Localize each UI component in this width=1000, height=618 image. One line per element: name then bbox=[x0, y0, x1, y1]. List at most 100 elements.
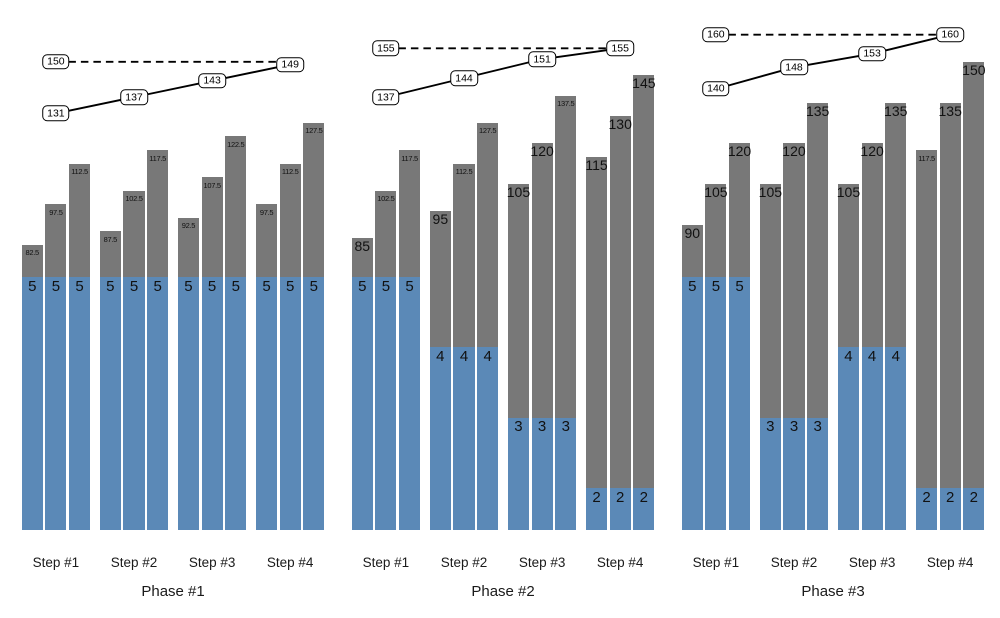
gray-bar-value-label: 112.5 bbox=[71, 167, 88, 177]
blue-bar-segment bbox=[69, 277, 91, 530]
blue-bar-segment bbox=[225, 277, 247, 530]
blue-bar-segment bbox=[807, 417, 829, 530]
blue-bar-segment bbox=[681, 277, 703, 530]
step-axis-label: Step #3 bbox=[188, 555, 236, 570]
gray-bar-value-label: 112.5 bbox=[281, 167, 299, 177]
gray-bar-value-label: 87.5 bbox=[103, 234, 118, 244]
trend-point-label: 144 bbox=[450, 70, 478, 86]
blue-bar-segment bbox=[837, 347, 859, 530]
gray-bar bbox=[939, 102, 961, 530]
trend-point-label: 149 bbox=[276, 56, 304, 73]
trend-line bbox=[385, 47, 621, 99]
blue-bar-segment bbox=[99, 277, 121, 530]
gray-bar-value-label: 105 bbox=[836, 183, 861, 200]
trend-point-label: 160 bbox=[936, 26, 964, 43]
blue-bar-segment bbox=[507, 417, 529, 530]
gray-bar-value-label: 102.5 bbox=[377, 194, 395, 204]
blue-bar-segment bbox=[256, 277, 278, 530]
blue-bar-value-label: 5 bbox=[381, 277, 391, 295]
step-axis-label: Step #4 bbox=[596, 555, 644, 570]
blue-bar-segment bbox=[861, 347, 883, 530]
blue-bar-segment bbox=[351, 277, 373, 530]
gray-bar-value-label: 150 bbox=[962, 61, 986, 78]
trend-point-label: 155 bbox=[606, 40, 634, 57]
blue-bar-segment bbox=[429, 347, 451, 530]
gray-bar-value-label: 135 bbox=[938, 102, 962, 119]
step-axis-label: Step #2 bbox=[110, 555, 158, 570]
gray-bar-value-label: 90 bbox=[684, 224, 701, 241]
phase-axis-label: Phase #2 bbox=[471, 583, 535, 600]
blue-bar-value-label: 4 bbox=[436, 347, 445, 365]
blue-bar-value-label: 5 bbox=[358, 277, 367, 295]
gray-bar-value-label: 105 bbox=[758, 183, 783, 200]
trend-point-label: 140 bbox=[702, 81, 730, 97]
blue-bar-value-label: 3 bbox=[813, 418, 822, 436]
blue-bar-segment bbox=[783, 417, 805, 530]
blue-bar-value-label: 5 bbox=[106, 277, 115, 295]
gray-bar-value-label: 102.5 bbox=[125, 194, 143, 204]
blue-bar-segment bbox=[477, 347, 499, 530]
gray-bar-value-label: 120 bbox=[782, 143, 806, 160]
blue-bar-value-label: 5 bbox=[28, 277, 37, 295]
target-line-label: 150 bbox=[42, 54, 70, 70]
step-axis-label: Step #3 bbox=[848, 555, 896, 570]
step-axis-label: Step #3 bbox=[518, 555, 566, 570]
gray-bar-value-label: 105 bbox=[506, 183, 531, 200]
gray-bar-value-label: 135 bbox=[884, 102, 908, 119]
blue-bar-value-label: 5 bbox=[735, 277, 744, 295]
gray-bar-value-label: 120 bbox=[860, 143, 884, 160]
gray-bar-value-label: 117.5 bbox=[401, 153, 418, 163]
gray-bar bbox=[586, 156, 608, 530]
blue-bar-value-label: 5 bbox=[75, 277, 84, 295]
blue-bar-value-label: 2 bbox=[616, 488, 625, 506]
gray-bar-value-label: 117.5 bbox=[918, 153, 935, 163]
blue-bar-value-label: 3 bbox=[789, 418, 799, 436]
blue-bar-segment bbox=[399, 277, 421, 530]
gray-bar-value-label: 145 bbox=[632, 75, 656, 92]
gray-bar-value-label: 120 bbox=[530, 143, 554, 160]
trend-point-label: 131 bbox=[42, 105, 70, 122]
blue-bar-segment bbox=[705, 277, 727, 530]
step-axis-label: Step #4 bbox=[926, 555, 974, 570]
trend-point-label: 137 bbox=[120, 89, 148, 105]
blue-bar-value-label: 5 bbox=[184, 277, 193, 295]
phase-axis-label: Phase #3 bbox=[801, 583, 865, 600]
blue-bar-value-label: 5 bbox=[711, 277, 721, 295]
target-line-label: 160 bbox=[702, 26, 730, 43]
blue-bar-segment bbox=[555, 417, 577, 530]
gray-bar-value-label: 97.5 bbox=[259, 207, 274, 217]
blue-bar-segment bbox=[729, 277, 751, 530]
blue-bar-segment bbox=[279, 277, 301, 530]
gray-bar-value-label: 107.5 bbox=[203, 180, 221, 190]
trend-line bbox=[715, 33, 951, 90]
blue-bar-value-label: 5 bbox=[51, 277, 61, 295]
blue-bar-segment bbox=[885, 347, 907, 530]
blue-bar-segment bbox=[759, 417, 781, 530]
blue-bar-segment bbox=[201, 277, 223, 530]
step-axis-label: Step #1 bbox=[32, 555, 80, 570]
blue-bar-value-label: 4 bbox=[844, 347, 853, 365]
blue-bar-value-label: 2 bbox=[946, 488, 955, 506]
step-axis-label: Step #4 bbox=[266, 555, 314, 570]
blue-bar-segment bbox=[303, 277, 325, 530]
trend-point-label: 151 bbox=[528, 51, 556, 67]
gray-bar-value-label: 117.5 bbox=[149, 153, 166, 163]
blue-bar-value-label: 5 bbox=[231, 277, 240, 295]
blue-bar-value-label: 5 bbox=[405, 277, 414, 295]
gray-bar-value-label: 97.5 bbox=[49, 207, 63, 217]
blue-bar-value-label: 3 bbox=[766, 418, 775, 436]
trend-point-label: 153 bbox=[858, 45, 886, 62]
gray-bar bbox=[633, 75, 655, 530]
blue-bar-value-label: 5 bbox=[262, 277, 271, 295]
blue-bar-value-label: 2 bbox=[639, 488, 649, 506]
blue-bar-segment bbox=[609, 488, 631, 530]
blue-bar-value-label: 5 bbox=[129, 277, 139, 295]
gray-bar-value-label: 112.5 bbox=[455, 167, 473, 177]
blue-bar-value-label: 3 bbox=[561, 418, 570, 436]
blue-bar-segment bbox=[916, 488, 938, 530]
blue-bar-value-label: 4 bbox=[891, 347, 900, 365]
trend-point-label: 143 bbox=[198, 73, 226, 89]
blue-bar-segment bbox=[963, 488, 985, 530]
blue-bar-value-label: 5 bbox=[286, 277, 295, 295]
blue-bar-value-label: 5 bbox=[207, 277, 217, 295]
